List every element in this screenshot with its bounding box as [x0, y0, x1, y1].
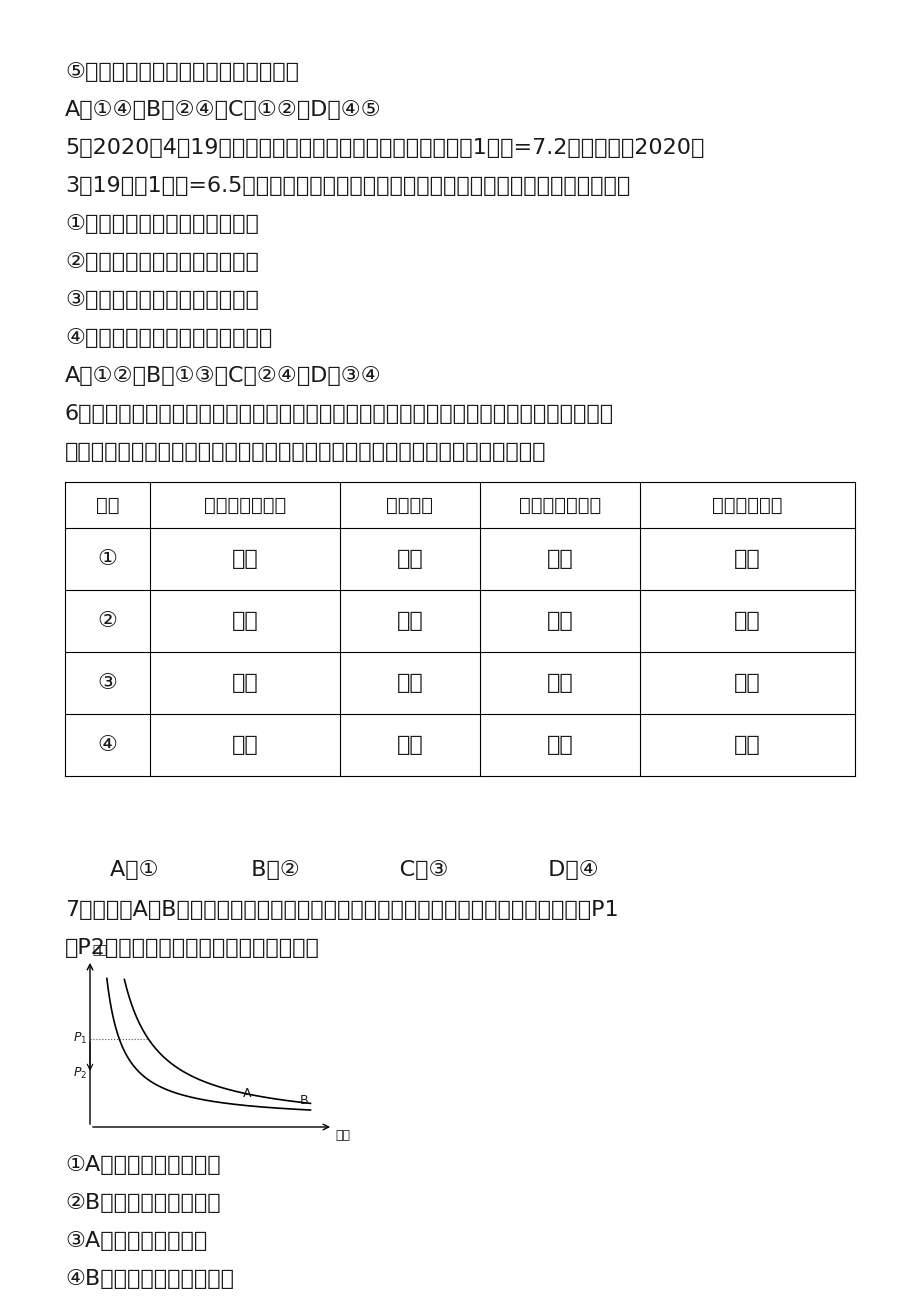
Text: 提高: 提高	[232, 549, 258, 569]
Text: 增加: 增加	[396, 673, 423, 693]
Text: 不变: 不变	[733, 549, 760, 569]
Text: 不变: 不变	[232, 736, 258, 755]
Text: 7、如图为A、B两种不同商品的需求曲线图。不考虑其他因素，当两种商品的价格均由P1: 7、如图为A、B两种不同商品的需求曲线图。不考虑其他因素，当两种商品的价格均由P…	[65, 900, 618, 921]
Text: 不变: 不变	[546, 736, 573, 755]
Text: 序号: 序号	[96, 496, 119, 514]
Text: ④不利于吸引美国居民到我国旅游: ④不利于吸引美国居民到我国旅游	[65, 328, 272, 348]
Text: ③: ③	[97, 673, 118, 693]
Text: ①我国消费者减少购买美国商品: ①我国消费者减少购买美国商品	[65, 214, 258, 234]
Text: ③中国出口美国的商品数量增加: ③中国出口美国的商品数量增加	[65, 290, 258, 310]
Text: 商品价値总量: 商品价値总量	[711, 496, 782, 514]
Text: A．①             B．②              C．③              D．④: A．① B．② C．③ D．④	[110, 861, 598, 880]
Text: A: A	[243, 1087, 251, 1100]
Text: 6、某企业在转型升级中，通过技术创新提高了劳动生产率，扩大了市场份额，经济效益稳步: 6、某企业在转型升级中，通过技术创新提高了劳动生产率，扩大了市场份额，经济效益稳…	[65, 404, 614, 424]
Text: ②: ②	[97, 611, 118, 631]
Text: 提升。在其他条件不变的情况下，下列对该企业生产情况的判断一致的是（　　）: 提升。在其他条件不变的情况下，下列对该企业生产情况的判断一致的是（ ）	[65, 441, 546, 462]
Text: B: B	[300, 1094, 308, 1107]
Text: 提高: 提高	[232, 611, 258, 631]
Text: 需求: 需求	[335, 1129, 349, 1142]
Text: 价格: 价格	[92, 944, 107, 957]
Text: 单位商品价値量: 单位商品价値量	[518, 496, 600, 514]
Text: 降低: 降低	[546, 549, 573, 569]
Text: ③A商品的会卖不出去: ③A商品的会卖不出去	[65, 1230, 207, 1251]
Text: 增加: 增加	[733, 611, 760, 631]
Text: 增加: 增加	[733, 673, 760, 693]
Text: 社会劳动生产率: 社会劳动生产率	[204, 496, 286, 514]
Text: ①A商品的需求弹性较大: ①A商品的需求弹性较大	[65, 1155, 221, 1174]
Text: 增加: 增加	[396, 611, 423, 631]
Text: 不变: 不变	[232, 673, 258, 693]
Text: ②B商品更适合薄利多销: ②B商品更适合薄利多销	[65, 1193, 221, 1213]
Text: 不变: 不变	[546, 611, 573, 631]
Text: 增加: 增加	[396, 549, 423, 569]
Text: A．①②　B．①③　C．②④　D．③④: A．①② B．①③ C．②④ D．③④	[65, 366, 381, 385]
Text: $P_2$: $P_2$	[73, 1066, 87, 1082]
Text: ⑤该支付方式没有安全性，不値得提倡: ⑤该支付方式没有安全性，不値得提倡	[65, 62, 299, 82]
Text: ④: ④	[97, 736, 118, 755]
Text: 产品数量: 产品数量	[386, 496, 433, 514]
Text: ②中国对美国的投资进一步扩大: ②中国对美国的投资进一步扩大	[65, 253, 258, 272]
Text: 向P2变动时，下列判断正确的是（　　）: 向P2变动时，下列判断正确的是（ ）	[65, 937, 320, 958]
Text: 不变: 不变	[546, 673, 573, 693]
Text: A．①④　B．②④　C．①②　D．④⑤: A．①④ B．②④ C．①② D．④⑤	[65, 100, 381, 120]
Text: 不变: 不变	[733, 736, 760, 755]
Text: 5、2020年4月19日，銀行间外汇市场人民币汇率中间价为：1美元=7.2人民币，而2020年: 5、2020年4月19日，銀行间外汇市场人民币汇率中间价为：1美元=7.2人民币…	[65, 138, 704, 158]
Text: ④B商品的替代品需求减少: ④B商品的替代品需求减少	[65, 1269, 233, 1289]
Text: ①: ①	[97, 549, 118, 569]
Text: 3月19日，1美元=6.5元人民币。不考虑其他因素，这一变化可能带来的影响是（　　）: 3月19日，1美元=6.5元人民币。不考虑其他因素，这一变化可能带来的影响是（ …	[65, 176, 630, 197]
Text: 不变: 不变	[396, 736, 423, 755]
Text: $P_1$: $P_1$	[73, 1031, 87, 1047]
